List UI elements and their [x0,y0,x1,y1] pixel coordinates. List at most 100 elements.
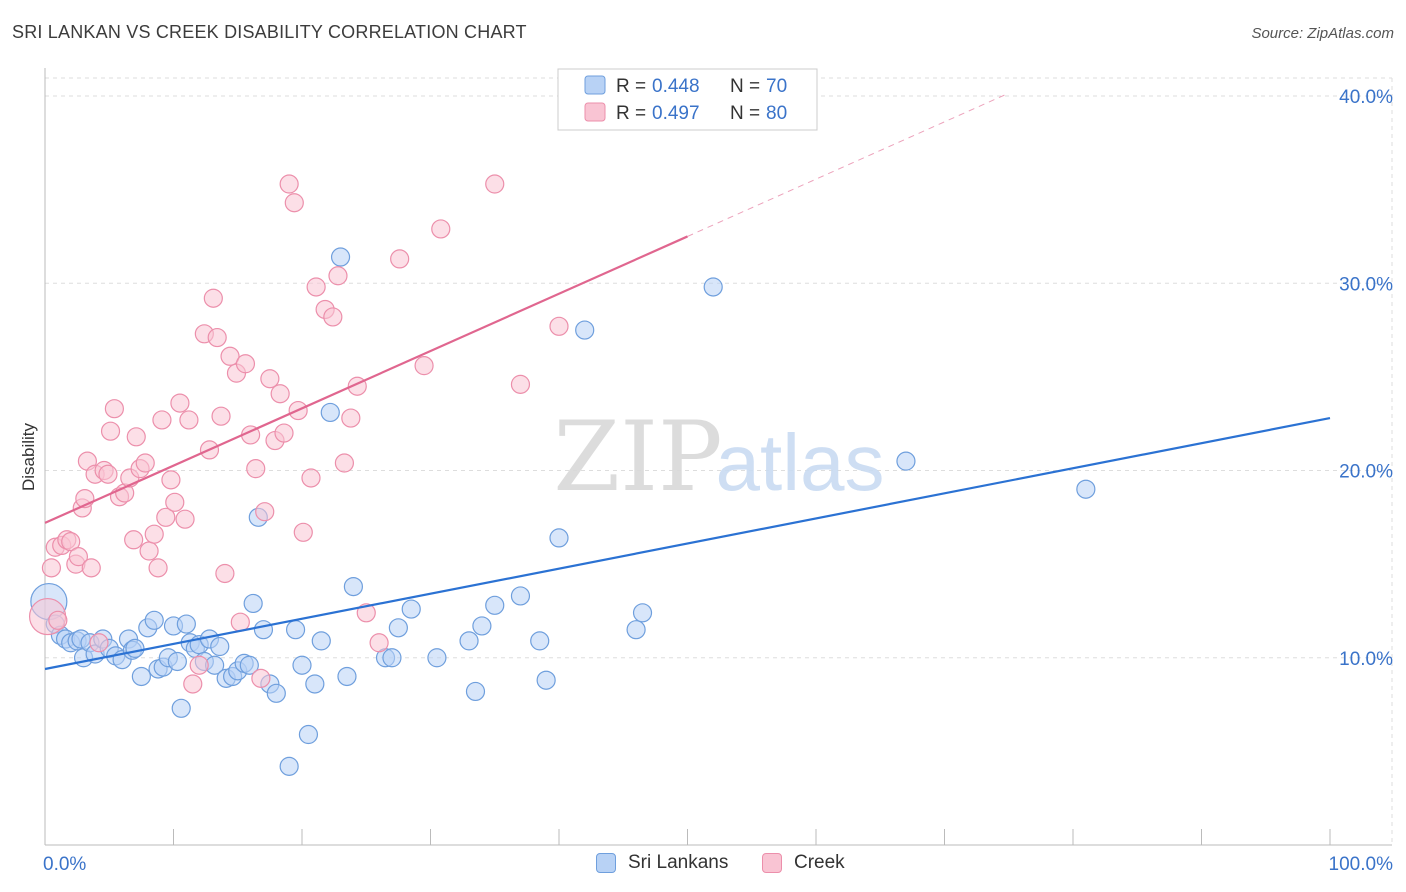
watermark: ZIP atlas [553,401,884,513]
sri-lankans-point [176,614,196,634]
creek-point [251,668,271,688]
legend-label-sri-lankans: Sri Lankans [628,852,729,873]
creek-point [510,374,531,394]
sri-lankans-point [530,631,550,651]
creek-point [369,633,389,653]
axis-layer [44,68,1392,846]
legend-swatch-creek [584,102,606,122]
sri-lankans-point [459,631,479,651]
sri-lankans-point [305,674,325,694]
sri-lankans-point [292,655,312,675]
creek-point [220,346,240,366]
creek-point [328,266,348,286]
creek-point [293,522,313,542]
legend-item-creek[interactable]: Creek [762,852,845,874]
creek-point [68,547,89,567]
creek-point [144,524,164,544]
sri-lankans-point [210,636,230,657]
creek-point [341,408,361,428]
legend-label-creek: Creek [794,852,845,873]
legend-n-label-2: N = [730,103,765,124]
creek-point [549,316,569,336]
points-layer [28,174,1096,776]
sri-lankans-point [472,616,492,636]
y-axis-label: Disability [19,422,38,491]
sri-lankans-point [239,655,259,675]
legend-r-value-2: 0.497 [652,103,700,124]
creek-point [152,410,172,430]
sri-lankans-point [382,648,402,668]
creek-point [211,406,231,426]
creek-point [207,327,227,348]
sri-lankans-point [144,610,164,630]
sri-lankans-point [401,599,421,619]
creek-point [334,453,355,473]
creek-point [89,633,109,653]
sri-lankans-point [279,756,299,776]
y-tick-label: 20.0% [1339,462,1393,483]
sri-lankans-point [266,683,286,703]
legend-swatch-creek-bottom [762,853,782,873]
legend-r-label-2: R = [616,103,651,124]
creek-point [61,532,81,552]
sri-lankans-point [632,603,653,623]
sri-lankans-trendline [44,416,1331,671]
sri-lankans-point [703,277,723,297]
creek-point [179,410,199,430]
creek-point [126,427,146,447]
creek-point [255,502,275,522]
sri-lankans-point [343,576,363,597]
creek-point [148,558,168,578]
creek-point [274,423,294,443]
sri-lankans-point [388,618,408,638]
sri-lankans-point [253,620,274,640]
sri-lankans-point [320,402,340,423]
creek-point [230,612,250,632]
sri-lankans-point [549,528,569,548]
sri-lankans-point [485,595,505,615]
creek-point [104,399,124,419]
creek-point [98,464,118,484]
watermark-atlas: atlas [716,418,885,507]
creek-trendline [44,235,688,524]
creek-point [81,558,101,578]
legend-n-value-2: 80 [766,103,787,124]
watermark-zip: ZIP [553,401,722,513]
sri-lankans-point [465,681,486,702]
creek-point [175,509,195,529]
legend-n-label-1: N = [730,76,765,97]
creek-point [215,563,235,584]
sri-lankans-point [626,620,646,640]
creek-point [124,530,144,550]
legend-bottom: Sri Lankans Creek [0,850,1406,880]
trend-layer [44,92,1331,671]
sri-lankans-point [311,631,331,651]
creek-point [156,507,176,527]
legend-n-value-1: 70 [766,76,787,97]
creek-point [356,603,376,623]
chart-title: SRI LANKAN VS CREEK DISABILITY CORRELATI… [12,22,527,42]
legend-swatch-sri-lankans-bottom [596,853,616,873]
legend-top: R = 0.448 N = 70 R = 0.497 N = 80 [557,68,818,131]
creek-trendline-extension [687,92,1009,237]
creek-point [279,174,299,194]
sri-lankans-point [167,651,187,672]
sri-lankans-point [575,320,595,340]
creek-point [189,655,209,675]
creek-point [390,249,410,269]
creek-point [301,468,321,488]
source-label: Source: ZipAtlas.com [1251,25,1394,42]
sri-lankans-point [125,638,145,658]
legend-item-sri-lankans[interactable]: Sri Lankans [596,852,728,874]
sri-lankans-point [427,648,447,668]
creek-point [165,492,185,512]
creek-point [235,354,256,374]
sri-lankans-point [131,666,151,687]
y-tick-label: 30.0% [1339,274,1393,295]
creek-point [246,459,266,479]
creek-point [139,541,159,561]
creek-point [203,288,223,308]
creek-point [284,193,304,213]
creek-point [161,470,181,490]
